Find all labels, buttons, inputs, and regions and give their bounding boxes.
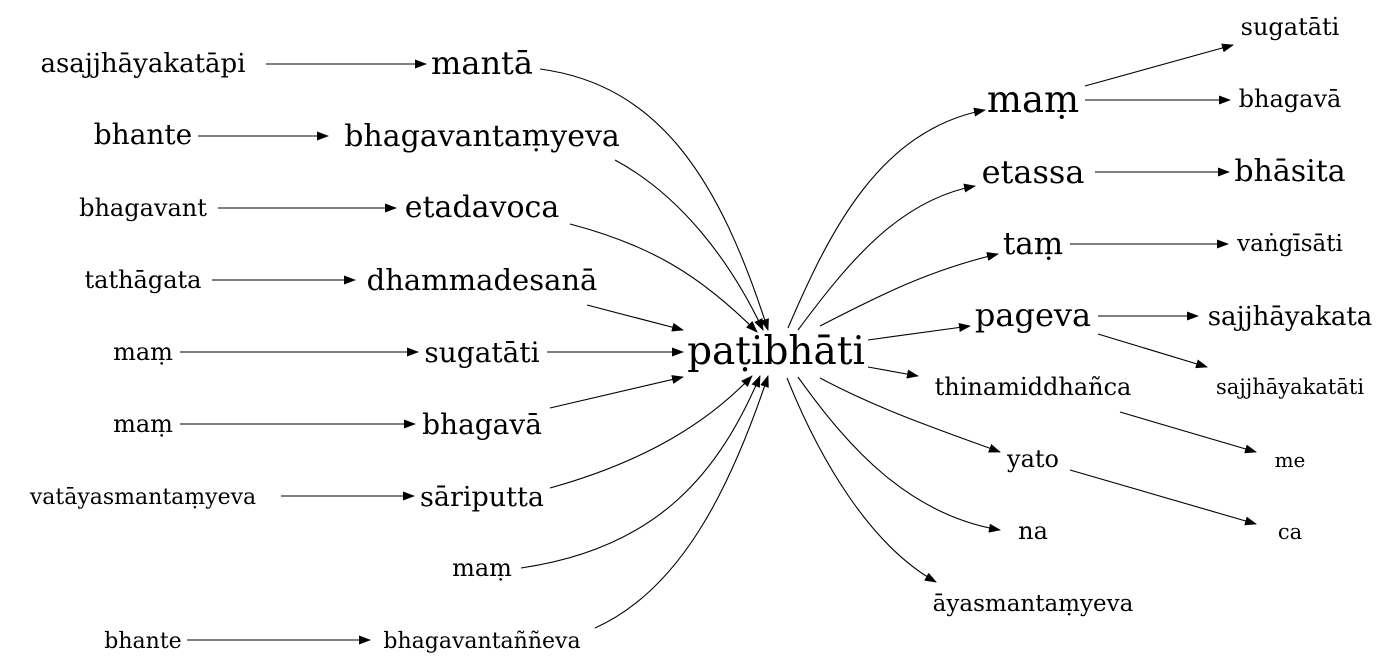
node-right: etassa — [982, 153, 1085, 191]
edge-pageva-sajjhayakatati — [1097, 333, 1208, 369]
node-left-source: tathāgata — [85, 266, 202, 294]
node-far-right: sajjhāyakatāti — [1216, 375, 1364, 399]
edge-dhammadesana-patibhati — [586, 304, 684, 332]
edge-bhagavantamyeva-patibhati — [614, 159, 764, 331]
node-far-right: bhāsita — [1234, 154, 1345, 189]
node-right: na — [1018, 517, 1048, 545]
edge-patibhati-thinamiddhanca — [867, 366, 919, 379]
edge-mam-sugatati-right — [1084, 43, 1234, 87]
edge-yato-ca — [1069, 469, 1257, 526]
node-right: maṃ — [987, 78, 1079, 121]
node-far-right: me — [1275, 448, 1306, 472]
edge-patibhati-etassa — [797, 183, 976, 331]
node-far-right: ca — [1278, 520, 1302, 544]
node-left-target: mantā — [431, 44, 533, 82]
edge-bhagava-patibhati — [549, 375, 684, 409]
node-right: thinamiddhañca — [935, 373, 1132, 401]
edge-thinamiddhanca-me — [1119, 411, 1257, 454]
node-left-source: asajjhāyakatāpi — [40, 49, 245, 79]
node-far-right: bhagavā — [1239, 85, 1342, 113]
node-left-source: vatāyasmantaṃyeva — [29, 485, 256, 510]
edge-patibhati-pageva — [867, 323, 971, 341]
node-left-target: bhagavā — [422, 408, 542, 441]
edge-patibhati-yato — [819, 377, 1001, 453]
node-left-source: bhante — [104, 629, 181, 654]
node-right: taṃ — [1003, 226, 1063, 262]
node-left-target: dhammadesanā — [367, 263, 598, 297]
node-left-target: sāriputta — [420, 482, 544, 513]
node-left-source: maṃ — [113, 338, 173, 366]
node-right: āyasmantaṃyeva — [933, 591, 1134, 617]
edges — [180, 43, 1257, 645]
node-left-target: maṃ — [452, 554, 512, 582]
node-left-source: bhagavant — [79, 194, 207, 222]
node-right: pageva — [975, 296, 1091, 334]
node-far-right: vaṅgīsāti — [1236, 231, 1343, 257]
edge-patibhati-na — [797, 376, 1001, 533]
node-left-target: bhagavantaṃyeva — [344, 119, 620, 154]
edge-manta-patibhati — [539, 68, 769, 331]
node-center: paṭibhāti — [687, 329, 865, 374]
edge-etadavoca-patibhati — [569, 223, 758, 333]
edge-patibhati-mam-right — [787, 107, 986, 329]
edge-sariputta-patibhati — [549, 375, 753, 489]
nodes: paṭibhāti asajjhāyakatāpi bhante bhagava… — [29, 13, 1372, 654]
edge-bhagavantanneva-patibhati — [594, 375, 769, 629]
edge-mam-left-patibhati — [520, 375, 761, 569]
node-left-target: bhagavantaññeva — [383, 629, 580, 654]
node-far-right: sugatāti — [1241, 13, 1340, 41]
node-left-source: maṃ — [113, 410, 173, 438]
edge-patibhati-ayasmantamyeva — [786, 377, 937, 583]
node-far-right: sajjhāyakata — [1208, 302, 1373, 332]
node-left-target: sugatāti — [424, 336, 539, 369]
node-left-source: bhante — [94, 118, 193, 151]
node-right: yato — [1006, 445, 1059, 473]
edge-patibhati-tam — [819, 252, 999, 327]
node-left-target: etadavoca — [405, 190, 560, 225]
